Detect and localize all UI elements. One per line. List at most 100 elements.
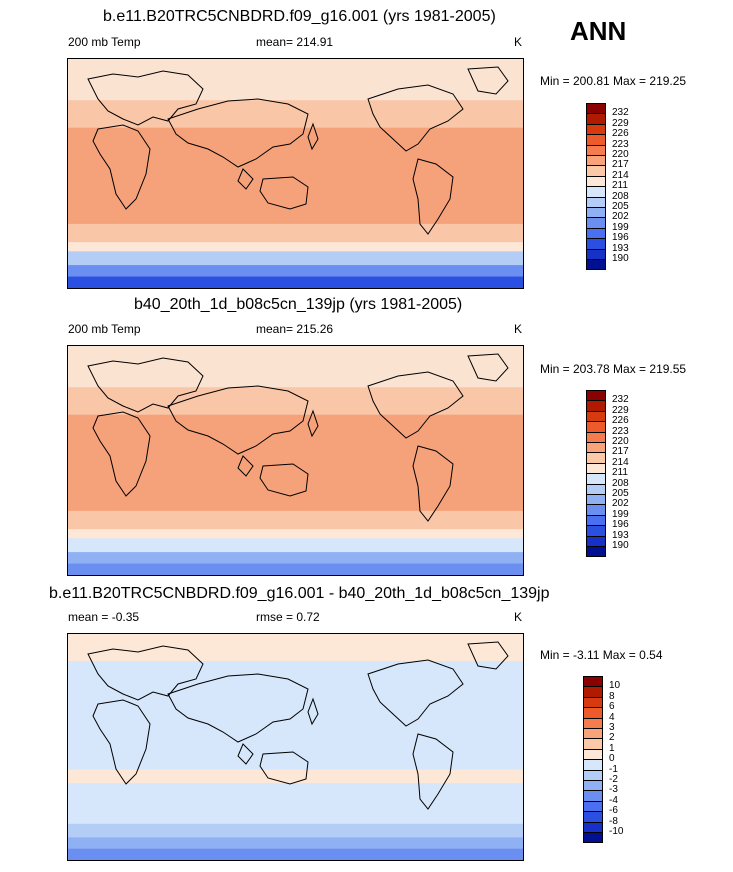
colorbar-tick-label: 190 [612, 253, 629, 264]
contour-band [68, 276, 523, 288]
range-label: Min = 203.78 Max = 219.55 [540, 362, 687, 376]
coastline [259, 751, 309, 785]
coastlines [87, 641, 509, 810]
colorbar-tick-label: 8 [609, 690, 615, 702]
colorbar-tick-label: 232 [612, 107, 629, 119]
colorbar-tick-label: 193 [612, 242, 629, 254]
contour-band [68, 242, 523, 253]
panel-title: b.e11.B20TRC5CNBDRD.f09_g16.001 (yrs 198… [103, 8, 496, 25]
coastline [92, 411, 151, 497]
coastline [259, 463, 309, 497]
contour-band [68, 223, 523, 244]
variable-label: 200 mb Temp [68, 322, 141, 336]
contour-band [68, 670, 523, 771]
colorbar-tick-label: 208 [612, 477, 629, 489]
coastlines [87, 353, 509, 522]
range-label: Min = 200.81 Max = 219.25 [540, 74, 687, 88]
contour-band [68, 837, 523, 850]
rmse-label: rmse = 0.72 [256, 610, 320, 624]
colorbar-tick-label: 211 [612, 467, 628, 479]
colorbar-tick-label: 10 [609, 680, 621, 692]
coastline [237, 168, 254, 190]
colorbar-tick-label: 217 [612, 159, 629, 171]
colorbar-tick-label: 226 [612, 128, 629, 140]
colorbar-swatch [586, 259, 606, 271]
season-label: ANN [570, 16, 627, 46]
colorbar-tick-label: 1 [609, 742, 615, 754]
map-canvas [68, 346, 523, 575]
panel-title: b.e11.B20TRC5CNBDRD.f09_g16.001 - b40_20… [49, 585, 550, 602]
colorbar-tick-label: -8 [609, 815, 618, 827]
colorbar-tick-label: -4 [609, 794, 618, 806]
colorbar-tick-label: 229 [612, 404, 629, 416]
coastline [307, 409, 319, 438]
coastline [367, 659, 464, 727]
colorbar-tick-label: 217 [612, 446, 629, 458]
contour-band [68, 59, 523, 102]
coastline [92, 699, 151, 785]
coastline [87, 70, 204, 126]
contour-band [68, 414, 523, 512]
colorbar-tick-label: -3 [609, 784, 618, 796]
coastline [412, 158, 454, 235]
coastline [237, 455, 254, 477]
coastline [467, 641, 509, 670]
coastline [412, 733, 454, 810]
coastline [307, 122, 319, 151]
colorbar-tick-label: 196 [612, 519, 629, 531]
coastline [167, 98, 309, 168]
colorbar-tick-label: 6 [609, 701, 615, 713]
colorbar-tick-label: 223 [612, 425, 629, 437]
contour-band [68, 265, 523, 278]
colorbar-tick-label: -6 [609, 805, 618, 817]
map-control [67, 345, 524, 576]
contour-band [68, 661, 523, 672]
coastline [87, 357, 204, 413]
mean-label: mean = -0.35 [68, 610, 140, 624]
contour-band [68, 127, 523, 225]
colorbar-tick-label: 232 [612, 394, 629, 406]
colorbar-tick-label: 214 [612, 169, 629, 181]
colorbar-tick-label: 226 [612, 415, 629, 427]
coastline [237, 743, 254, 765]
contour-band [68, 510, 523, 531]
map-case [67, 58, 524, 289]
colorbar-tick-label: 4 [609, 711, 615, 723]
colorbar-tick-label: 199 [612, 508, 629, 520]
mean-label: mean= 215.26 [256, 322, 334, 336]
units-label: K [514, 35, 523, 49]
coastline [412, 445, 454, 522]
coastline [367, 84, 464, 152]
colorbar-tick-label: 3 [609, 722, 615, 733]
contour-band [68, 538, 523, 554]
contour-band [68, 823, 523, 839]
coastline [367, 371, 464, 439]
colorbar-tick-label: 220 [612, 149, 629, 160]
coastline [307, 697, 319, 726]
contour-band [68, 552, 523, 565]
contour-band [68, 563, 523, 575]
colorbar-tick-label: 208 [612, 190, 629, 202]
colorbar-tick-label: 196 [612, 232, 629, 244]
coastline [167, 673, 309, 743]
coastline [467, 353, 509, 382]
map-canvas [68, 634, 523, 860]
colorbar-tick-label: 2 [609, 732, 615, 744]
colorbar-tick-label: 190 [612, 540, 629, 551]
colorbar-tick-label: 214 [612, 456, 629, 468]
colorbar-swatch [583, 832, 603, 844]
colorbar-tick-label: 205 [612, 488, 629, 499]
coastlines [87, 66, 509, 235]
contour-band [68, 346, 523, 389]
map-canvas [68, 59, 523, 288]
contour-band [68, 634, 523, 663]
variable-label: 200 mb Temp [68, 35, 141, 49]
colorbar-tick-label: 0 [609, 753, 615, 765]
colorbar-tick-label: 199 [612, 221, 629, 233]
colorbar-tick-label: 211 [612, 180, 628, 192]
colorbar-swatch [586, 546, 606, 558]
units-label: K [514, 610, 523, 624]
contour-band [68, 848, 523, 860]
units-label: K [514, 322, 523, 336]
contour-band [68, 769, 523, 785]
